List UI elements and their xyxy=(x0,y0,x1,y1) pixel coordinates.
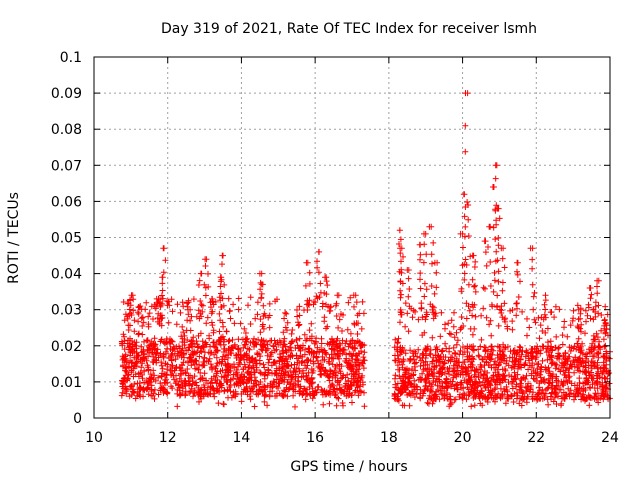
x-tick-label: 20 xyxy=(454,430,472,446)
x-tick-labels: 10 12 14 16 18 20 22 24 xyxy=(85,430,619,446)
x-tick-label: 16 xyxy=(306,430,324,446)
x-tick-label: 10 xyxy=(85,430,103,446)
y-tick-label: 0.01 xyxy=(51,375,82,391)
y-tick-label: 0.07 xyxy=(51,158,82,174)
x-tick-label: 24 xyxy=(601,430,619,446)
chart-title: Day 319 of 2021, Rate Of TEC Index for r… xyxy=(161,21,537,37)
x-tick-label: 14 xyxy=(233,430,251,446)
y-tick-label: 0.06 xyxy=(51,194,82,210)
y-tick-label: 0.04 xyxy=(51,267,82,283)
y-tick-label: 0.1 xyxy=(60,50,82,66)
x-tick-label: 12 xyxy=(159,430,177,446)
roti-point-markers xyxy=(118,90,613,410)
y-axis-label: ROTI / TECUs xyxy=(6,192,22,284)
x-tick-label: 22 xyxy=(527,430,545,446)
y-tick-label: 0.09 xyxy=(51,86,82,102)
y-tick-label: 0.08 xyxy=(51,122,82,138)
y-tick-label: 0 xyxy=(73,411,82,427)
x-axis-label: GPS time / hours xyxy=(290,459,407,475)
y-tick-label: 0.05 xyxy=(51,231,82,247)
y-tick-label: 0.02 xyxy=(51,339,82,355)
axis-ticks xyxy=(93,56,611,419)
x-tick-label: 18 xyxy=(380,430,398,446)
y-tick-labels: 0 0.01 0.02 0.03 0.04 0.05 0.06 0.07 0.08 0.09 0.1 xyxy=(51,50,82,427)
y-tick-label: 0.03 xyxy=(51,303,82,319)
data-points xyxy=(118,90,613,410)
